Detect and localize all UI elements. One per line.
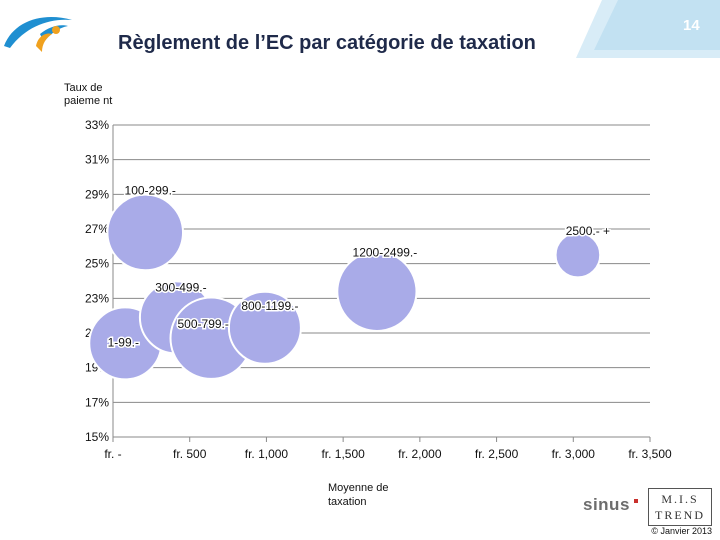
y-tick-label: 33% <box>85 118 109 132</box>
bubble <box>336 250 418 332</box>
mis-logo-top-text: M.I.S <box>661 492 699 506</box>
bubble <box>554 231 602 279</box>
bubble-data-label: 300-499.- <box>155 280 206 294</box>
bubble <box>227 290 302 365</box>
bubble-data-label: 2500.- + <box>566 224 610 238</box>
x-axis-title: Moyenne de taxation <box>328 482 389 508</box>
bubble-data-label: 500-799.- <box>178 317 229 331</box>
bubble-data-label: 800-1199.- <box>241 299 298 313</box>
bubble <box>106 193 185 272</box>
x-tick-label: fr. 500 <box>173 447 207 461</box>
x-tick-label: fr. 2,000 <box>398 447 442 461</box>
bubble-data-label: 100-299.- <box>125 183 176 197</box>
sinus-logo-dot <box>634 499 638 503</box>
x-tick-label: fr. - <box>104 447 121 461</box>
y-tick-label: 25% <box>85 257 109 271</box>
y-tick-label: 27% <box>85 222 109 236</box>
page-number: 14 <box>683 17 700 34</box>
page-number-badge <box>576 0 720 58</box>
bubble-data-label: 1-99.- <box>108 335 139 349</box>
y-tick-label: 31% <box>85 153 109 167</box>
y-axis-title: Taux de paieme nt <box>64 82 113 107</box>
x-tick-label: fr. 3,500 <box>628 447 672 461</box>
y-tick-label: 29% <box>85 187 109 201</box>
y-tick-label: 15% <box>85 430 109 444</box>
mis-logo-bottom-text: TREND <box>655 508 705 522</box>
mis-trend-logo: M.I.S TREND <box>648 488 712 526</box>
x-tick-label: fr. 3,000 <box>552 447 596 461</box>
y-tick-label: 23% <box>85 291 109 305</box>
bubble-data-label: 1200-2499.- <box>353 245 418 259</box>
sinus-logo: sinus <box>583 495 630 514</box>
x-tick-label: fr. 2,500 <box>475 447 519 461</box>
x-tick-label: fr. 1,500 <box>321 447 365 461</box>
y-tick-label: 17% <box>85 395 109 409</box>
company-logo <box>4 17 72 52</box>
slide-title: Règlement de l’EC par catégorie de taxat… <box>118 32 536 54</box>
copyright-note: © Janvier 2013 <box>651 526 712 536</box>
x-tick-label: fr. 1,000 <box>245 447 289 461</box>
